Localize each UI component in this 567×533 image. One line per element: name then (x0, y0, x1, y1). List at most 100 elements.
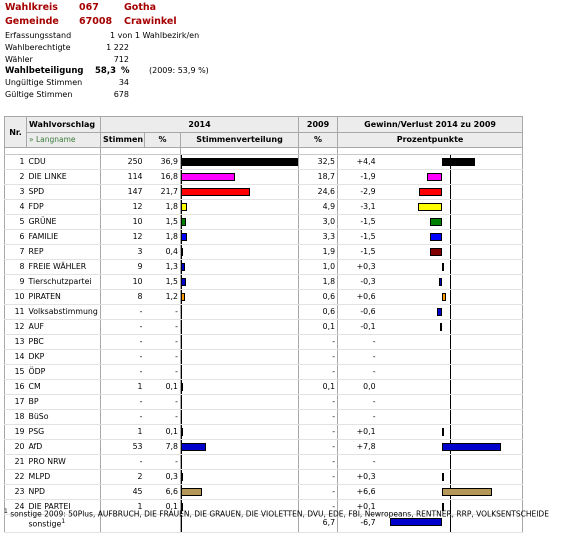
row-nr: 10 (4, 289, 27, 305)
vote-bar (181, 233, 187, 241)
row-gewinn-verlust (377, 439, 524, 455)
row-pct: 1,8 (144, 229, 181, 245)
diff-bar (441, 488, 492, 496)
row-pct: - (144, 334, 181, 350)
row-stimmen: 114 (100, 169, 145, 185)
row-diff: -1,9 (337, 169, 378, 185)
row-pct09: - (298, 394, 339, 410)
beteiligung-prev: (2009: 53,9 %) (149, 66, 209, 76)
vote-bar (181, 278, 186, 286)
vote-bar (181, 203, 187, 211)
sonstige-label: sonstige (28, 519, 62, 529)
row-nr: 1 (4, 154, 27, 170)
row-pct: 1,8 (144, 199, 181, 215)
row-nr: 13 (4, 334, 27, 350)
row-pct: 0,1 (144, 379, 181, 395)
waehler-label: Wähler (5, 54, 33, 64)
row-stimmen: 9 (100, 259, 145, 275)
row-gewinn-verlust (377, 184, 524, 200)
row-name: MLPD (26, 469, 101, 485)
table-row: 24 DIE PARTEI 1 0,1 - +0,1 (4, 499, 524, 515)
row-name: Tierschutzpartei (26, 274, 101, 290)
row-name: BüSo (26, 409, 101, 425)
row-nr: 20 (4, 439, 27, 455)
row-gewinn-verlust (377, 154, 524, 170)
table-row: 16 CM 1 0,1 0,1 0,0 (4, 379, 524, 395)
row-pct: 0,1 (144, 499, 181, 515)
row-diff: +4,4 (337, 154, 378, 170)
langname-link[interactable]: » Langname (29, 135, 76, 144)
row-gewinn-verlust (377, 469, 524, 485)
row-diff: +7,8 (337, 439, 378, 455)
row-stimmen: - (100, 319, 145, 335)
row-gewinn-verlust (377, 409, 524, 425)
row-pct09: - (298, 484, 339, 500)
row-pct09: 4,9 (298, 199, 339, 215)
col-wahlvorschlag: Wahlvorschlag (26, 116, 101, 133)
diff-bar (441, 428, 444, 436)
beteiligung-value: 58,3 (95, 66, 116, 77)
row-gewinn-verlust (377, 334, 524, 350)
table-row: 17 BP - - - - (4, 394, 524, 410)
row-gewinn-verlust (377, 199, 524, 215)
row-gewinn-verlust (377, 319, 524, 335)
row-pct: - (144, 394, 181, 410)
diff-bar (427, 173, 442, 181)
row-pct: 1,3 (144, 259, 181, 275)
berechtigte-label: Wahlberechtigte (5, 42, 71, 52)
row-nr: 7 (4, 244, 27, 260)
sonstige-footnote-mark: 1 (61, 518, 66, 525)
col-stimmen: Stimmen (100, 132, 145, 148)
vote-bar (181, 488, 203, 496)
row-diff: +0,6 (337, 289, 378, 305)
row-gewinn-verlust (377, 274, 524, 290)
diff-bar (430, 233, 442, 241)
row-nr: 9 (4, 274, 27, 290)
gemeinde-label: Gemeinde (5, 16, 59, 27)
row-pct09: - (298, 454, 339, 470)
table-row: 21 PRO NRW - - - - (4, 454, 524, 470)
row-nr: 8 (4, 259, 27, 275)
table-row: 6 FAMILIE 12 1,8 3,3 -1,5 (4, 229, 524, 245)
row-diff: - (337, 394, 378, 410)
row-pct09: 0,1 (298, 379, 339, 395)
row-pct: - (144, 319, 181, 335)
row-stimmenverteilung (179, 439, 300, 455)
table-row: 8 FREIE WÄHLER 9 1,3 1,0 +0,3 (4, 259, 524, 275)
col-nr: Nr. (4, 116, 27, 148)
gemeinde-nr: 67008 (79, 16, 113, 27)
row-gewinn-verlust (377, 379, 524, 395)
row-stimmen: 3 (100, 244, 145, 260)
row-pct09: 3,3 (298, 229, 339, 245)
row-gewinn-verlust (377, 454, 524, 470)
row-name: DIE PARTEI (26, 499, 101, 515)
row-pct: 1,5 (144, 214, 181, 230)
vote-bar (181, 248, 183, 256)
row-stimmenverteilung (179, 364, 300, 380)
diff-bar (430, 248, 442, 256)
row-pct: 16,8 (144, 169, 181, 185)
vote-bar (181, 383, 183, 391)
row-stimmen: - (100, 454, 145, 470)
table-row: 13 PBC - - - - (4, 334, 524, 350)
wahlkreis-name: Gotha (124, 2, 157, 13)
row-pct09: - (298, 409, 339, 425)
vote-bar (181, 218, 186, 226)
row-diff: -0,3 (337, 274, 378, 290)
gueltig-label: Gültige Stimmen (5, 89, 73, 99)
row-nr: 3 (4, 184, 27, 200)
row-diff: - (337, 409, 378, 425)
wahlkreis-label: Wahlkreis (5, 2, 58, 13)
diff-bar (439, 323, 442, 331)
table-row: 20 AfD 53 7,8 - +7,8 (4, 439, 524, 455)
col-gewinn-verlust: Gewinn/Verlust 2014 zu 2009 (337, 116, 524, 133)
col-verteilung: Stimmenverteilung (179, 132, 300, 148)
vote-bar (181, 503, 183, 511)
table-row: 12 AUF - -0,1 -0,1 (4, 319, 524, 335)
vote-bar (181, 158, 298, 166)
row-diff: - (337, 454, 378, 470)
row-nr: 6 (4, 229, 27, 245)
col-pct: % (144, 132, 181, 148)
vote-bar (181, 293, 185, 301)
row-pct: 0,1 (144, 424, 181, 440)
